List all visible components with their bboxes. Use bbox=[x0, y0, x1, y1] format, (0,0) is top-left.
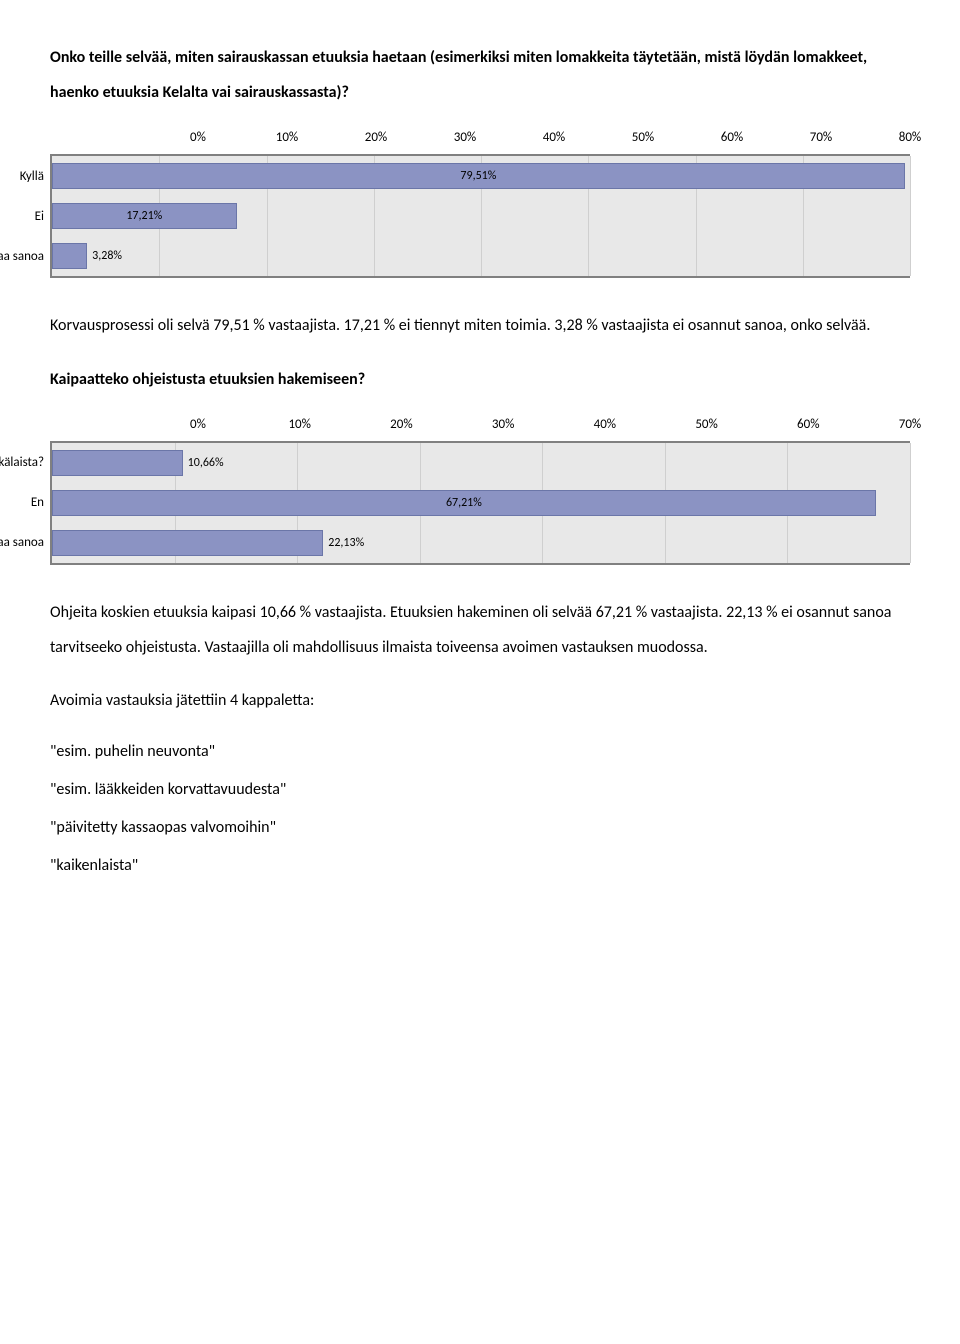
bar-value-label: 79,51% bbox=[460, 169, 496, 183]
axis-tick: 80% bbox=[899, 130, 921, 145]
bar-value-label: 67,21% bbox=[446, 496, 482, 510]
question-1: Onko teille selvää, miten sairauskassan … bbox=[50, 40, 910, 110]
chart-row-label: En bbox=[0, 495, 52, 510]
axis-tick: 0% bbox=[190, 130, 206, 145]
chart-row: Ei17,21% bbox=[52, 196, 910, 236]
chart-row: En osaa sanoa3,28% bbox=[52, 236, 910, 276]
chart-bar: 17,21% bbox=[52, 203, 237, 229]
axis-tick: 30% bbox=[454, 130, 476, 145]
paragraph-2: Ohjeita koskien etuuksia kaipasi 10,66 %… bbox=[50, 595, 910, 665]
chart-2-axis: 0%10%20%30%40%50%60%70% bbox=[50, 417, 910, 441]
open-answers: "esim. puhelin neuvonta" "esim. lääkkeide… bbox=[50, 736, 910, 882]
open-answer-item: "päivitetty kassaopas valvomoihin" bbox=[50, 812, 910, 844]
axis-tick: 60% bbox=[797, 417, 819, 432]
chart-row-label: En osaa sanoa bbox=[0, 249, 52, 264]
axis-tick: 0% bbox=[190, 417, 206, 432]
axis-tick: 20% bbox=[390, 417, 412, 432]
axis-tick: 50% bbox=[695, 417, 717, 432]
chart-row-label: En osaa sanoa bbox=[0, 535, 52, 550]
axis-tick: 40% bbox=[594, 417, 616, 432]
question-2: Kaipaatteko ohjeistusta etuuksien hakemi… bbox=[50, 362, 910, 397]
axis-tick: 70% bbox=[810, 130, 832, 145]
chart-bar: 79,51% bbox=[52, 163, 905, 189]
chart-bar: 10,66% bbox=[52, 450, 183, 476]
bar-value-label: 10,66% bbox=[188, 456, 224, 470]
chart-row: Kyllä79,51% bbox=[52, 156, 910, 196]
chart-bar: 67,21% bbox=[52, 490, 876, 516]
chart-1-plot: Kyllä79,51%Ei17,21%En osaa sanoa3,28% bbox=[50, 154, 910, 278]
axis-tick: 10% bbox=[276, 130, 298, 145]
chart-2: 0%10%20%30%40%50%60%70% Kyllä, minkälais… bbox=[50, 417, 910, 565]
axis-tick: 30% bbox=[492, 417, 514, 432]
chart-2-plot: Kyllä, minkälaista?10,66%En67,21%En osaa… bbox=[50, 441, 910, 565]
chart-1: 0%10%20%30%40%50%60%70%80% Kyllä79,51%Ei… bbox=[50, 130, 910, 278]
chart-bar: 22,13% bbox=[52, 530, 323, 556]
bar-value-label: 22,13% bbox=[328, 536, 364, 550]
chart-1-axis: 0%10%20%30%40%50%60%70%80% bbox=[50, 130, 910, 154]
bar-value-label: 17,21% bbox=[126, 209, 162, 223]
chart-row: Kyllä, minkälaista?10,66% bbox=[52, 443, 910, 483]
chart-bar: 3,28% bbox=[52, 243, 87, 269]
axis-tick: 60% bbox=[721, 130, 743, 145]
chart-row-label: Kyllä, minkälaista? bbox=[0, 455, 52, 470]
chart-row-label: Ei bbox=[0, 209, 52, 224]
axis-tick: 20% bbox=[365, 130, 387, 145]
open-answer-item: "esim. puhelin neuvonta" bbox=[50, 736, 910, 768]
bar-value-label: 3,28% bbox=[92, 249, 122, 263]
chart-row: En osaa sanoa22,13% bbox=[52, 523, 910, 563]
axis-tick: 10% bbox=[288, 417, 310, 432]
paragraph-3: Avoimia vastauksia jätettiin 4 kappalett… bbox=[50, 683, 910, 718]
paragraph-1: Korvausprosessi oli selvä 79,51 % vastaa… bbox=[50, 308, 910, 343]
open-answer-item: "kaikenlaista" bbox=[50, 850, 910, 882]
open-answer-item: "esim. lääkkeiden korvattavuudesta" bbox=[50, 774, 910, 806]
axis-tick: 50% bbox=[632, 130, 654, 145]
chart-row: En67,21% bbox=[52, 483, 910, 523]
axis-tick: 70% bbox=[899, 417, 921, 432]
axis-tick: 40% bbox=[543, 130, 565, 145]
chart-row-label: Kyllä bbox=[0, 169, 52, 184]
